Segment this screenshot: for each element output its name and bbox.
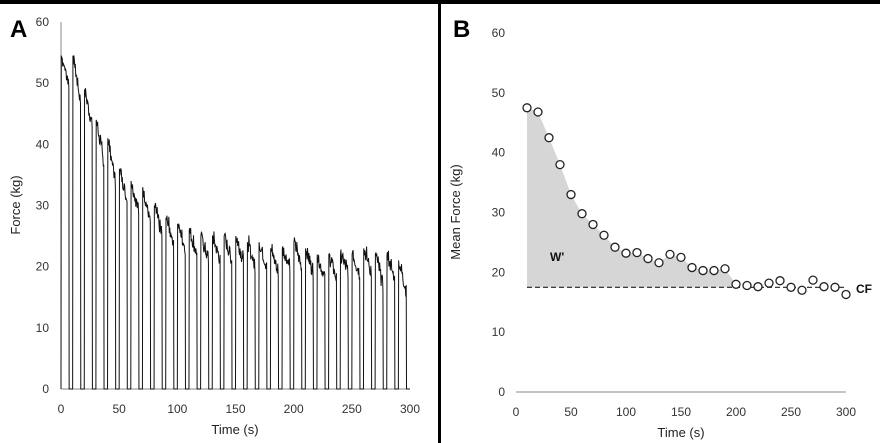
x-tick-label: 250	[342, 402, 362, 416]
y-tick-label: 40	[36, 137, 50, 151]
panel-b-y-ticks: 0 10 20 30 40 50 60	[492, 26, 506, 399]
y-tick-label: 10	[36, 321, 50, 335]
panel-b: B 0 10 20 30 40 50 60 0 50 100 150 200 250 300 W' CF…	[448, 16, 872, 440]
y-tick-label: 10	[492, 325, 506, 339]
panel-b-x-ticks: 0 50 100 150 200 250 300	[513, 405, 857, 419]
force-trace-line	[60, 55, 410, 390]
data-point	[709, 265, 719, 276]
panel-b-x-label: Time (s)	[657, 425, 704, 440]
x-tick-label: 50	[564, 405, 578, 419]
y-tick-label: 30	[492, 206, 506, 220]
y-tick-label: 50	[36, 76, 50, 90]
w-prime-area	[527, 107, 736, 288]
data-point	[764, 278, 774, 288]
x-tick-label: 150	[671, 405, 691, 419]
cf-label: CF	[856, 282, 872, 296]
y-tick-label: 20	[492, 265, 506, 279]
panel-a-x-label: Time (s)	[211, 422, 258, 437]
data-point	[819, 282, 829, 292]
data-point	[566, 189, 576, 200]
panel-a-y-label: Force (kg)	[8, 175, 23, 234]
panel-divider	[438, 0, 441, 443]
y-tick-label: 0	[42, 382, 49, 396]
data-point	[698, 265, 708, 276]
mean-force-points	[522, 103, 851, 300]
data-point	[775, 276, 785, 286]
data-point	[654, 258, 664, 268]
x-tick-label: 200	[726, 405, 746, 419]
data-point	[797, 285, 807, 295]
data-point	[555, 159, 565, 170]
x-tick-label: 200	[284, 402, 304, 416]
data-point	[830, 282, 840, 292]
data-point	[731, 279, 741, 289]
panel-b-y-label: Mean Force (kg)	[448, 164, 463, 259]
data-point	[841, 289, 851, 300]
data-point	[577, 209, 587, 219]
data-point	[753, 282, 763, 292]
data-point	[687, 262, 697, 273]
data-point	[720, 264, 730, 274]
y-tick-label: 0	[498, 385, 505, 399]
data-point	[544, 133, 554, 143]
y-tick-label: 30	[36, 199, 50, 213]
x-tick-label: 150	[225, 402, 245, 416]
data-point	[621, 248, 631, 258]
data-point	[786, 282, 796, 292]
data-point	[742, 280, 752, 291]
panel-a-label: A	[10, 16, 27, 43]
y-tick-label: 20	[36, 260, 50, 274]
x-tick-label: 0	[58, 402, 65, 416]
panel-b-label: B	[453, 16, 470, 43]
data-point	[610, 242, 620, 252]
x-tick-label: 100	[616, 405, 636, 419]
y-tick-label: 40	[492, 146, 506, 160]
panel-a-y-ticks: 0 10 20 30 40 50 60	[36, 15, 50, 396]
data-point	[522, 103, 532, 113]
y-tick-label: 60	[492, 26, 506, 40]
data-point	[643, 253, 653, 264]
x-tick-label: 100	[167, 402, 187, 416]
data-point	[599, 230, 609, 240]
w-prime-label: W'	[550, 250, 564, 264]
y-tick-label: 50	[492, 86, 506, 100]
panel-a: A 0 10 20 30 40 50 60 0 50 100 150 200 250 300 Time …	[8, 15, 420, 437]
x-tick-label: 250	[781, 405, 801, 419]
panel-a-x-ticks: 0 50 100 150 200 250 300	[58, 402, 421, 416]
data-point	[808, 275, 818, 285]
data-point	[588, 219, 598, 230]
x-tick-label: 300	[400, 402, 420, 416]
x-tick-label: 50	[112, 402, 126, 416]
data-point	[665, 249, 675, 260]
data-point	[676, 252, 686, 263]
data-point	[632, 247, 642, 258]
x-tick-label: 0	[513, 405, 520, 419]
data-point	[533, 107, 543, 117]
x-tick-label: 300	[836, 405, 856, 419]
y-tick-label: 60	[36, 15, 50, 29]
